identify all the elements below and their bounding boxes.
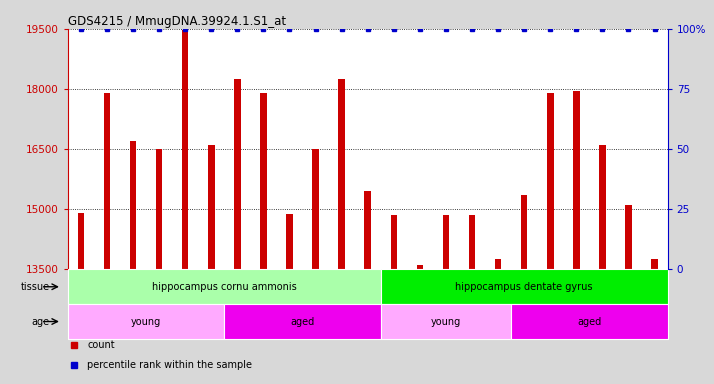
Bar: [416, 265, 423, 384]
Bar: [364, 191, 371, 384]
Bar: [68, 270, 381, 304]
Text: aged: aged: [577, 316, 601, 326]
Text: count: count: [87, 339, 115, 349]
Bar: [381, 270, 668, 304]
Text: percentile rank within the sample: percentile rank within the sample: [87, 360, 252, 370]
Bar: [511, 304, 668, 339]
Text: GDS4215 / MmugDNA.39924.1.S1_at: GDS4215 / MmugDNA.39924.1.S1_at: [68, 15, 286, 28]
Text: young: young: [431, 316, 461, 326]
Bar: [547, 93, 553, 384]
Text: hippocampus cornu ammonis: hippocampus cornu ammonis: [152, 282, 296, 292]
Bar: [391, 215, 397, 384]
Text: tissue: tissue: [21, 282, 50, 292]
Bar: [469, 215, 476, 384]
Bar: [260, 93, 266, 384]
Bar: [651, 259, 658, 384]
Bar: [625, 205, 632, 384]
Bar: [234, 79, 241, 384]
Bar: [338, 79, 345, 384]
Bar: [495, 259, 501, 384]
Bar: [104, 93, 110, 384]
Bar: [286, 214, 293, 384]
Text: young: young: [131, 316, 161, 326]
Bar: [521, 195, 528, 384]
Bar: [573, 91, 580, 384]
Bar: [208, 145, 214, 384]
Bar: [312, 149, 319, 384]
Bar: [68, 304, 224, 339]
Bar: [156, 149, 162, 384]
Bar: [381, 304, 511, 339]
Bar: [130, 141, 136, 384]
Text: age: age: [31, 316, 50, 326]
Text: hippocampus dentate gyrus: hippocampus dentate gyrus: [456, 282, 593, 292]
Bar: [599, 145, 605, 384]
Bar: [443, 215, 449, 384]
Bar: [182, 30, 188, 384]
Bar: [224, 304, 381, 339]
Bar: [78, 213, 84, 384]
Text: aged: aged: [291, 316, 315, 326]
